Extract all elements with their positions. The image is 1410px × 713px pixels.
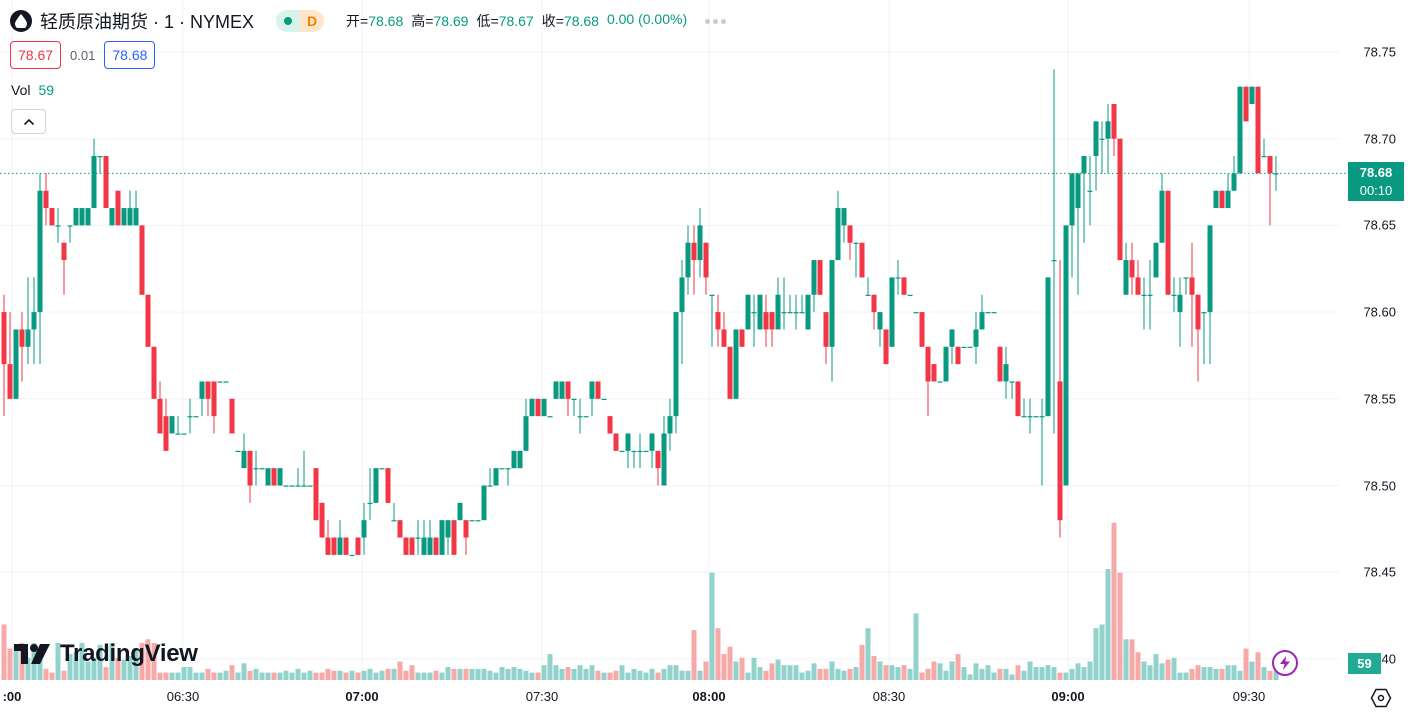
high-value: 78.69	[433, 13, 469, 29]
time-tick-label: 09:00	[1051, 689, 1085, 704]
time-tick-label: :00	[2, 689, 22, 704]
low-value: 78.67	[498, 13, 534, 29]
time-tick-label: 06:30	[166, 689, 200, 704]
symbol-legend: 轻质原油期货 · 1 · NYMEX D 开=78.68 高=78.69 低=7…	[10, 8, 727, 34]
oil-drop-icon	[10, 10, 32, 32]
delayed-data-badge: D	[300, 10, 325, 32]
ellipsis-icon[interactable]	[705, 18, 727, 24]
tradingview-logo-icon	[14, 644, 50, 664]
volume-value: 59	[38, 82, 55, 98]
settings-hexagon-icon[interactable]	[1370, 688, 1392, 713]
price-tick-label: 78.60	[1363, 304, 1396, 320]
lightning-icon[interactable]	[1272, 650, 1298, 676]
change-value: 0.00 (0.00%)	[606, 11, 688, 27]
time-tick-label: 08:30	[872, 689, 906, 704]
chevron-up-icon	[23, 118, 34, 125]
price-tick-label: 78.70	[1363, 131, 1396, 147]
market-status-badge[interactable]: D	[276, 10, 325, 32]
last-price-tag: 78.68 00:10	[1348, 162, 1404, 201]
price-tick-label: 78.55	[1363, 391, 1396, 407]
ohlc-values: 开=78.68 高=78.69 低=78.67 收=78.68 0.00 (0.…	[346, 11, 688, 29]
sell-button[interactable]: 78.67	[10, 41, 62, 69]
last-volume-tag: 59	[1348, 653, 1381, 674]
last-price-value: 78.68	[1359, 165, 1393, 180]
open-value: 78.68	[368, 13, 404, 29]
spread-value: 0.01	[70, 47, 96, 63]
bar-countdown: 00:10	[1359, 183, 1393, 198]
market-open-dot-icon	[284, 17, 293, 25]
buy-button[interactable]: 78.68	[104, 41, 156, 69]
symbol-title[interactable]: 轻质原油期货 · 1 · NYMEX	[40, 12, 255, 32]
price-tick-label: 78.75	[1363, 44, 1396, 60]
price-tick-label: 40	[1381, 651, 1396, 667]
price-tick-label: 78.50	[1363, 478, 1396, 493]
close-value: 78.68	[563, 13, 599, 29]
time-tick-label: 07:00	[345, 689, 379, 704]
tradingview-logo[interactable]: TradingView	[14, 640, 198, 668]
time-tick-label: 08:00	[692, 689, 726, 704]
bid-ask-row: 78.67 0.01 78.68	[10, 41, 156, 69]
tradingview-logo-text: TradingView	[60, 640, 198, 667]
time-tick-label: 07:30	[525, 689, 559, 704]
time-tick-label: 09:30	[1232, 689, 1266, 704]
volume-legend: Vol 59	[11, 82, 54, 98]
price-tick-label: 78.65	[1363, 217, 1396, 233]
price-tick-label: 78.45	[1363, 564, 1396, 580]
volume-label: Vol	[11, 82, 31, 98]
collapse-legend-button[interactable]	[11, 109, 46, 134]
